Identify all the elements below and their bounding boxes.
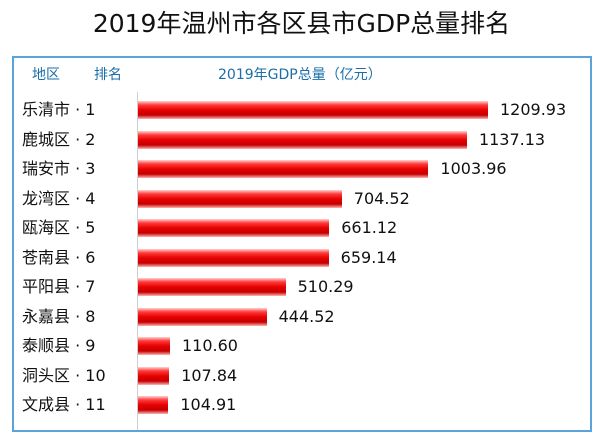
bar <box>138 337 170 355</box>
bar <box>138 366 170 385</box>
category-label: 泰顺县 · 9 <box>22 336 96 355</box>
bar <box>138 219 330 237</box>
category-axis-line <box>137 92 138 430</box>
category-label: 鹿城区 · 2 <box>22 129 96 149</box>
bar <box>138 160 429 178</box>
bar <box>138 130 467 149</box>
value-label: 1137.13 <box>478 129 546 149</box>
bar <box>138 396 169 414</box>
bar <box>138 189 342 208</box>
value-label: 1003.96 <box>440 159 507 178</box>
header-rank: 排名 <box>94 67 122 83</box>
category-label: 洞头区 · 10 <box>22 365 106 385</box>
bar <box>138 101 488 119</box>
category-label: 苍南县 · 6 <box>22 247 96 267</box>
bar <box>138 248 329 267</box>
bar <box>138 278 286 296</box>
value-label: 704.52 <box>353 188 410 208</box>
category-label: 文成县 · 11 <box>22 395 106 414</box>
category-label: 龙湾区 · 4 <box>22 188 96 208</box>
value-label: 104.91 <box>180 395 237 414</box>
value-label: 444.52 <box>278 306 335 326</box>
header-region: 地区 <box>32 67 60 83</box>
value-label: 510.29 <box>297 277 354 296</box>
category-label: 瑞安市 · 3 <box>22 159 96 178</box>
value-label: 659.14 <box>340 247 397 267</box>
value-label: 110.60 <box>181 336 238 355</box>
chart-title: 2019年温州市各区县市GDP总量排名 <box>92 9 511 38</box>
header-value: 2019年GDP总量（亿元） <box>218 67 382 83</box>
category-label: 乐清市 · 1 <box>22 100 96 119</box>
value-label: 661.12 <box>341 218 398 237</box>
category-label: 平阳县 · 7 <box>22 277 96 296</box>
category-label: 永嘉县 · 8 <box>22 306 96 326</box>
bar <box>138 307 267 326</box>
category-label: 瓯海区 · 5 <box>22 218 96 237</box>
value-label: 107.84 <box>181 365 238 385</box>
value-label: 1209.93 <box>500 100 567 119</box>
